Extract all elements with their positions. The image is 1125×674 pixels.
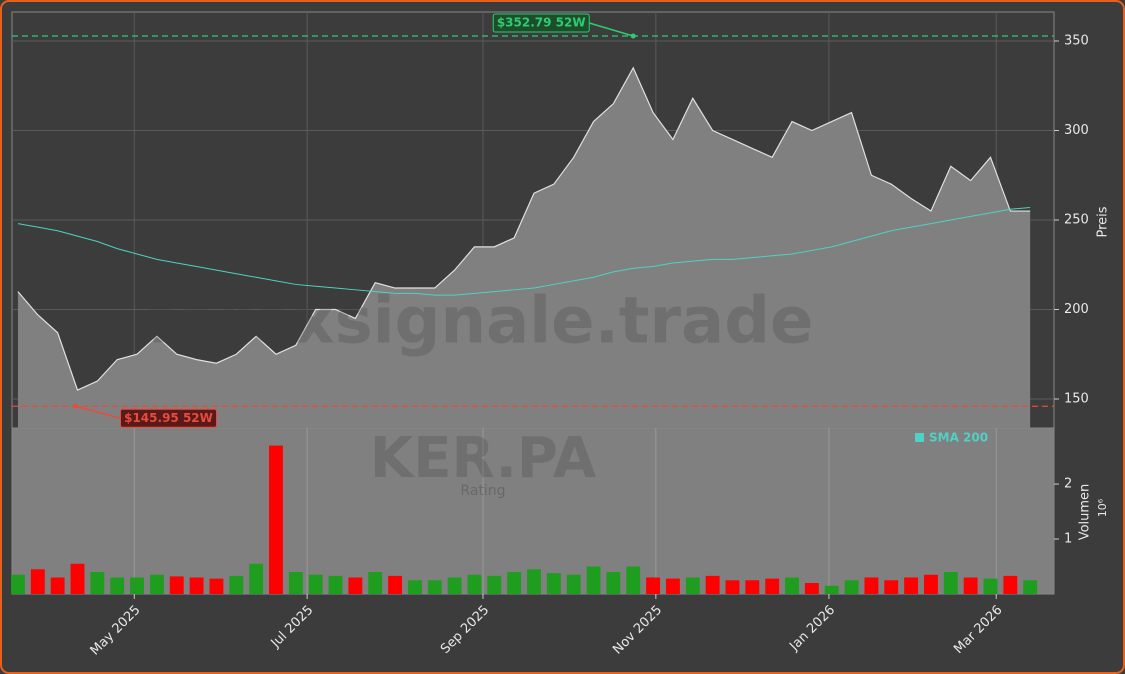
- volume-bar: [427, 580, 442, 594]
- volume-bar: [467, 574, 482, 594]
- volume-bar: [864, 577, 879, 594]
- annotation-arrow: [75, 405, 121, 419]
- volume-bar: [824, 585, 839, 594]
- volume-bar: [110, 577, 125, 594]
- volume-bar: [785, 577, 799, 594]
- volume-bar: [90, 572, 105, 594]
- volume-bar: [149, 574, 164, 594]
- legend-label: SMA 200: [929, 431, 988, 445]
- annotation-point: [73, 403, 79, 409]
- volume-bar: [70, 563, 85, 594]
- volume-bar: [388, 575, 403, 594]
- volume-bar: [348, 577, 363, 594]
- volume-bar: [765, 578, 780, 594]
- y-tick-label: 150: [1064, 392, 1089, 407]
- legend-swatch: [915, 433, 924, 442]
- annotation-point: [630, 33, 636, 39]
- volume-bar: [11, 574, 25, 594]
- price-area: [17, 67, 1031, 428]
- volume-bar: [288, 572, 303, 594]
- y-tick-label: 300: [1064, 123, 1089, 138]
- volume-bar: [844, 580, 859, 594]
- marks: [11, 66, 1038, 594]
- y2-axis-label: Volumen: [1078, 484, 1093, 541]
- volume-bar: [368, 572, 383, 594]
- volume-bar: [249, 563, 264, 594]
- price-line: [17, 66, 1031, 391]
- volume-bar: [209, 578, 224, 594]
- volume-bar: [507, 572, 522, 594]
- symbol: KER.PA: [370, 426, 597, 491]
- volume-bar: [229, 575, 244, 594]
- volume-bar: [665, 578, 680, 594]
- volume-bar: [169, 576, 184, 594]
- volume-bar: [487, 575, 502, 594]
- annotation-arrow: [589, 22, 634, 37]
- rating: Rating: [460, 483, 505, 499]
- volume-bar: [30, 569, 45, 594]
- y-tick-label: 200: [1064, 302, 1089, 317]
- volume-bar: [626, 566, 641, 594]
- volume-bar: [705, 575, 720, 594]
- volume-bar: [745, 580, 760, 594]
- volume-bar: [189, 577, 204, 594]
- annotation-label: $352.79 52W: [497, 16, 586, 30]
- volume-bar: [804, 583, 819, 594]
- watermark: forexsignale.trade: [147, 285, 814, 359]
- volume-bar: [1003, 575, 1018, 594]
- sma-line: [17, 206, 1031, 296]
- annotation-label: $145.95 52W: [124, 411, 213, 425]
- y-tick-label: 250: [1064, 213, 1089, 228]
- y2-tick-label: 1: [1064, 532, 1072, 547]
- volume-bar: [566, 574, 581, 594]
- volume-bar: [923, 574, 938, 594]
- volume-bar: [884, 580, 899, 594]
- volume-bar: [447, 577, 462, 594]
- volume-bar: [943, 572, 958, 594]
- volume-bar: [527, 569, 541, 594]
- volume-bar: [606, 572, 621, 594]
- y-axis-label: Preis: [1096, 206, 1111, 237]
- volume-bar: [963, 577, 978, 594]
- y2-multiplier: 10⁶: [1096, 498, 1109, 517]
- volume-bar: [546, 573, 561, 594]
- volume-bar: [328, 575, 343, 594]
- volume-bar: [1023, 580, 1038, 594]
- volume-bar: [725, 580, 740, 594]
- volume-bar: [685, 577, 700, 594]
- volume-bar: [130, 577, 144, 594]
- volume-bar: [586, 566, 601, 594]
- volume-bar: [50, 577, 65, 594]
- y-tick-label: 350: [1064, 33, 1089, 48]
- volume-bar: [646, 577, 661, 594]
- y2-tick-label: 2: [1064, 477, 1072, 492]
- volume-bar: [983, 578, 998, 594]
- volume-bar: [407, 580, 422, 594]
- volume-bar: [308, 574, 323, 594]
- volume-bar: [269, 445, 283, 594]
- volume-bar: [904, 577, 919, 594]
